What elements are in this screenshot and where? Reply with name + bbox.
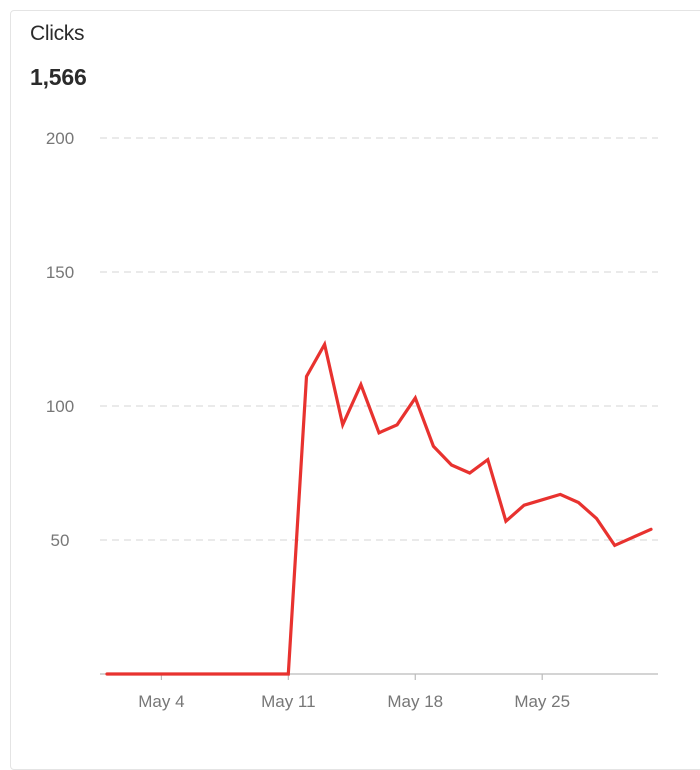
y-tick-label-150: 150: [46, 263, 74, 282]
x-tick-label: May 18: [387, 692, 443, 711]
x-tick-labels: May 4 May 11 May 18 May 25: [138, 674, 570, 711]
series: [105, 339, 653, 676]
y-tick-label-200: 200: [46, 129, 74, 148]
x-tick-label: May 11: [261, 692, 316, 711]
metric-value: 1,566: [30, 64, 87, 90]
chart-card: [10, 10, 700, 770]
series-line-clicks: [105, 339, 653, 676]
grid-lines: [100, 137, 658, 541]
y-tick-labels: 50 100 150 200: [46, 129, 74, 550]
line-chart: 50 100 150 200 May 4 May 11 May 18 May 25: [46, 129, 658, 711]
y-tick-label-50: 50: [51, 531, 70, 550]
metric-title: Clicks: [30, 22, 85, 45]
x-tick-label: May 25: [514, 692, 570, 711]
x-tick-label: May 4: [138, 692, 184, 711]
y-tick-label-100: 100: [46, 397, 74, 416]
